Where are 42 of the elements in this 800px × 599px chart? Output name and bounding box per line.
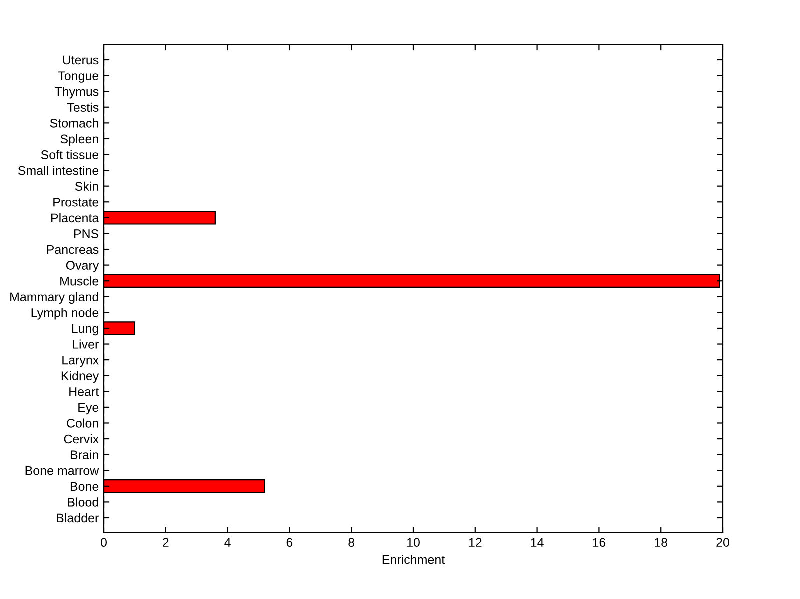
x-tick-label: 6 <box>286 538 293 548</box>
y-tick-label: Larynx <box>62 356 100 368</box>
y-tick-label: Prostate <box>54 198 99 207</box>
y-tick-label: Kidney <box>62 371 100 383</box>
y-tick-label: Liver <box>73 340 99 349</box>
y-tick-label: PNS <box>74 230 99 238</box>
y-tick-label: Bone marrow <box>26 466 100 476</box>
y-tick-label: Eye <box>78 403 99 415</box>
y-tick-label: Testis <box>67 102 99 112</box>
x-tick-label: 20 <box>716 538 730 548</box>
y-tick-label: Thymus <box>54 87 99 99</box>
y-tick-label: Mammary gland <box>10 292 98 304</box>
y-tick-label: Blood <box>68 498 98 507</box>
y-tick-label: Colon <box>67 418 98 428</box>
y-tick-label: Tongue <box>58 72 99 83</box>
x-tick-label: 8 <box>348 538 355 548</box>
y-tick-label: Bone <box>70 482 99 492</box>
y-tick-label: Heart <box>70 388 100 396</box>
y-tick-label: Soft tissue <box>41 150 99 160</box>
y-tick-label: Cervix <box>64 434 100 444</box>
y-tick-label: Muscle <box>60 276 99 286</box>
y-tick-label: Lung <box>72 324 98 336</box>
y-tick-label: Uterus <box>63 56 99 65</box>
x-tick-label: 0 <box>101 538 107 548</box>
x-tick-label: 2 <box>163 538 169 547</box>
y-tick-label: Small intestine <box>18 166 99 176</box>
y-tick-label: Bladder <box>57 513 99 523</box>
x-tick-label: 12 <box>469 538 482 547</box>
y-tick-label: Brain <box>70 450 98 460</box>
y-tick-label: Skin <box>75 182 98 191</box>
x-tick-label: 4 <box>224 538 231 547</box>
x-tick-label: 10 <box>408 538 420 548</box>
x-tick-label: 16 <box>593 538 606 548</box>
x-tick-label: 14 <box>531 538 544 547</box>
y-tick-label: Stomach <box>50 118 98 128</box>
y-tick-label: Ovary <box>66 261 100 272</box>
x-tick-label: 18 <box>655 538 668 548</box>
y-tick-label: Pancreas <box>47 245 99 254</box>
y-tick-label: Spleen <box>60 134 98 146</box>
x-axis-title: Enrichment <box>382 555 446 564</box>
y-tick-label: Placenta <box>52 213 100 223</box>
y-tick-label: Lymph node <box>32 308 99 320</box>
